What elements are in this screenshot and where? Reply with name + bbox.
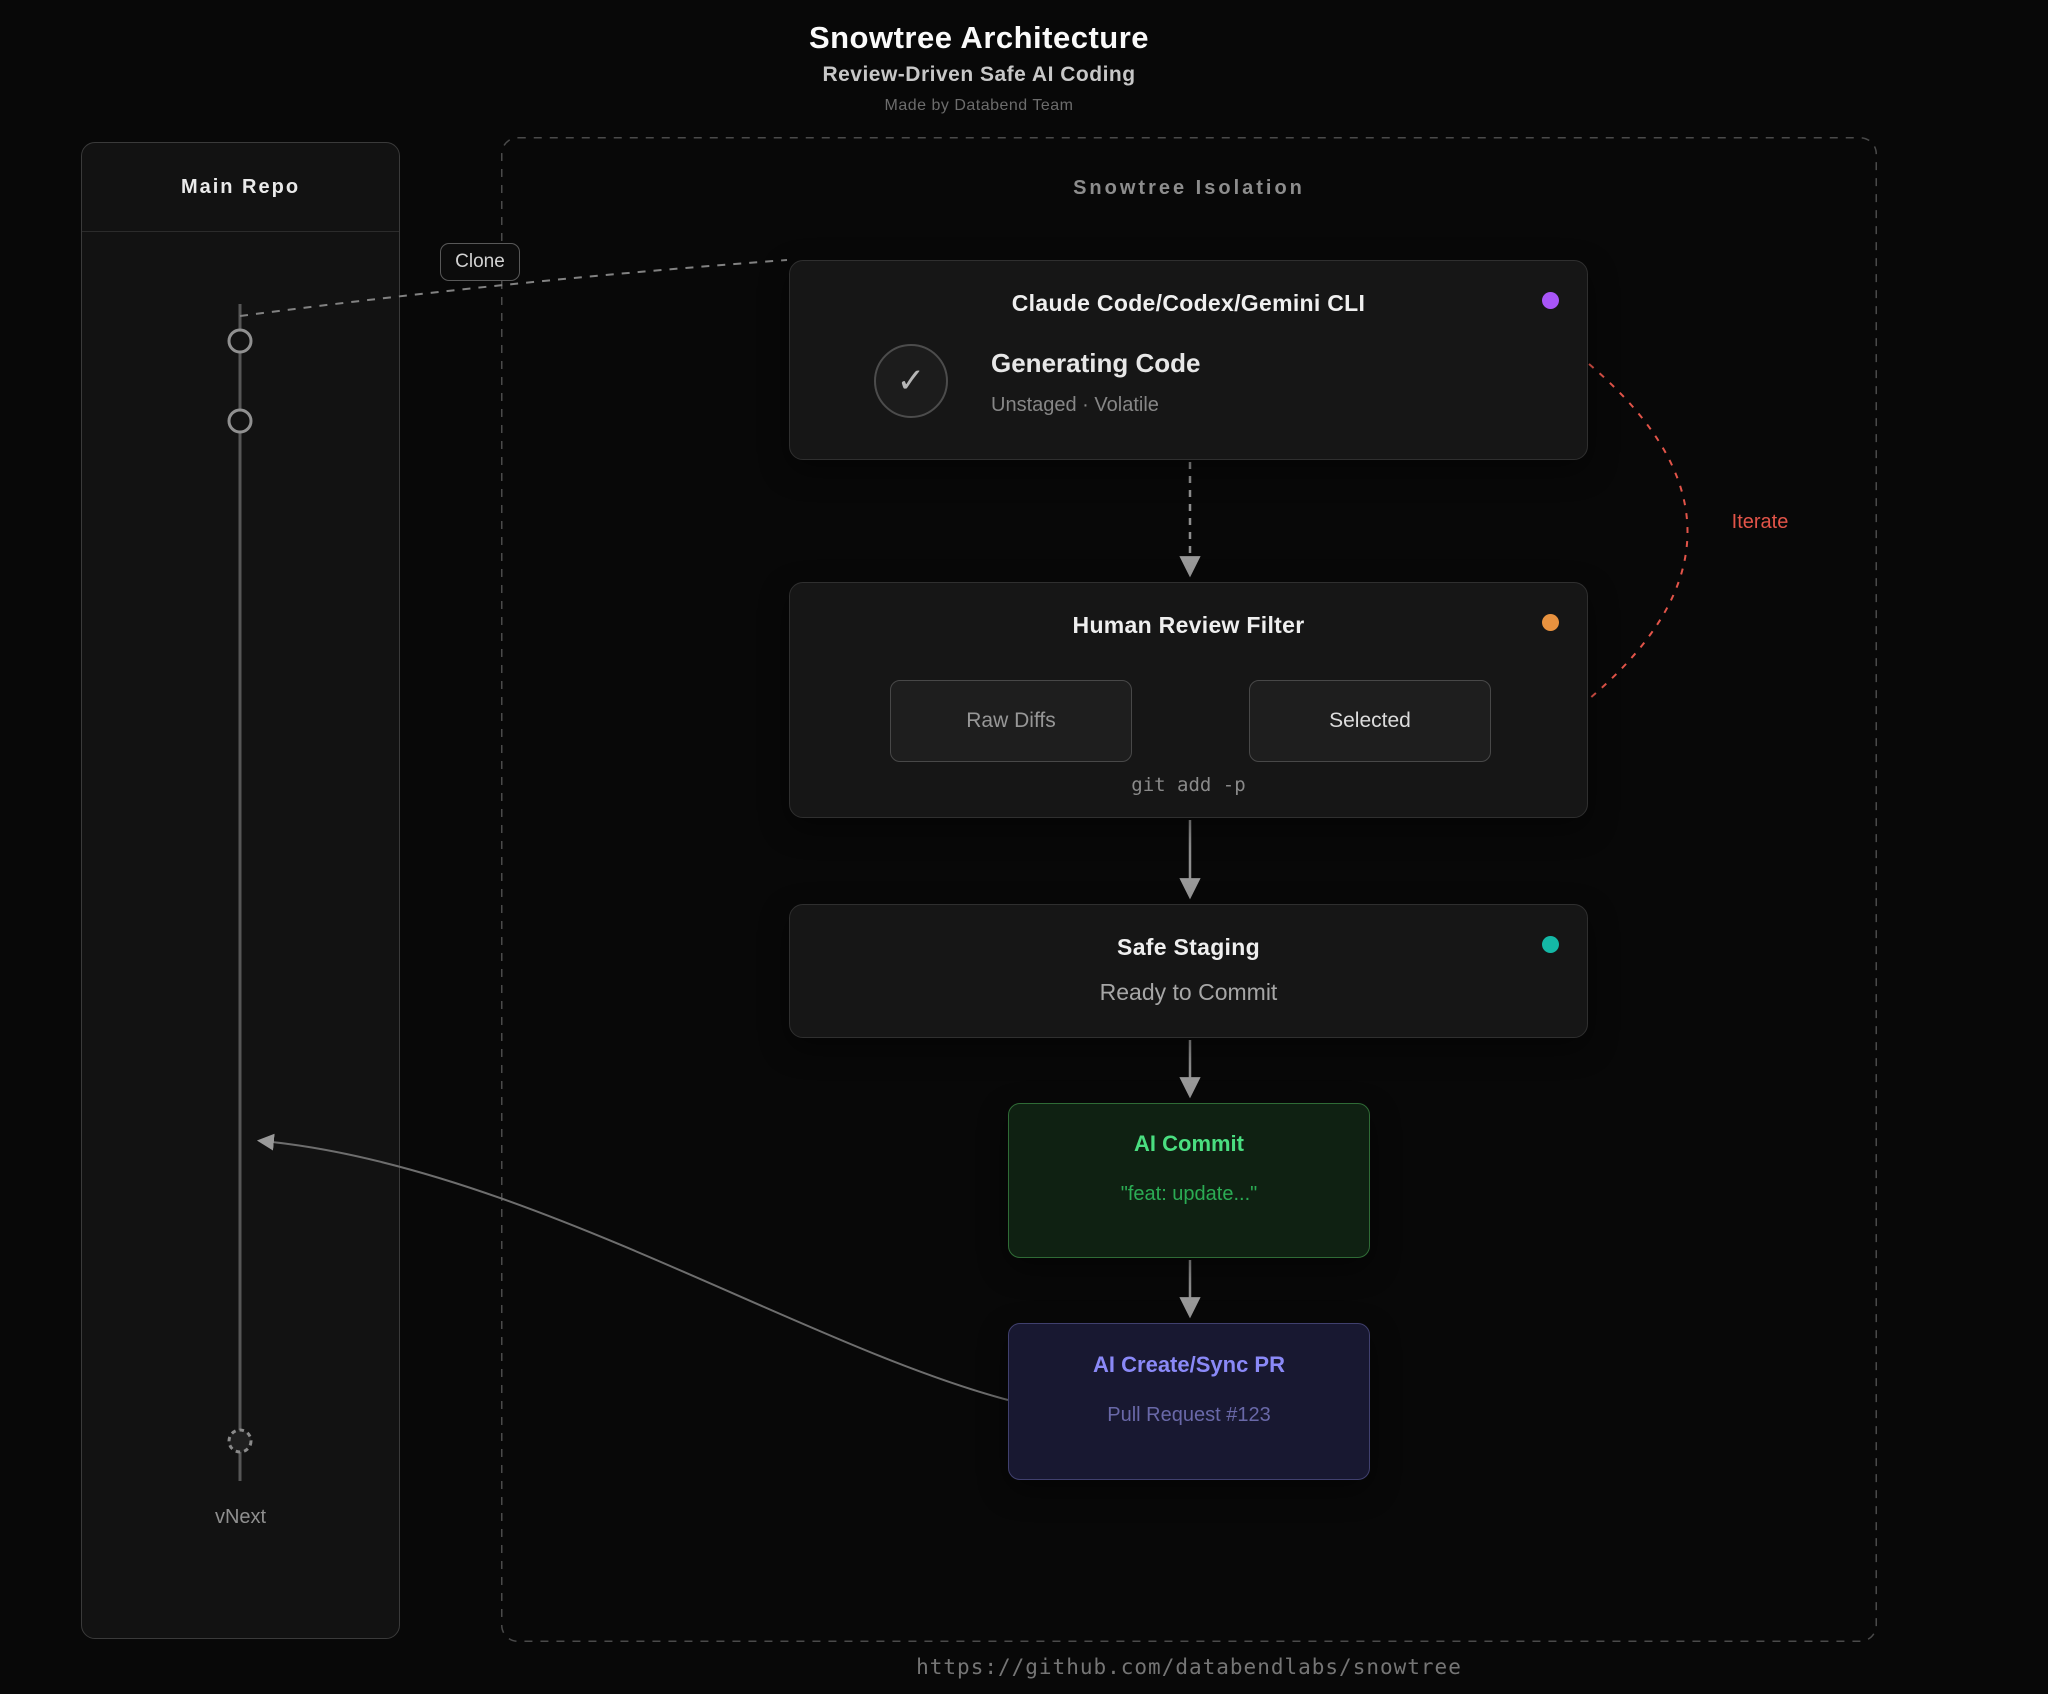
main-repo-header: Main Repo [82,143,399,232]
isolation-title: Snowtree Isolation [1073,177,1305,199]
raw-diffs-label: Raw Diffs [966,709,1056,732]
page-title: Snowtree Architecture [808,20,1150,55]
node-ai-commit: AI Commit "feat: update..." [1008,1103,1370,1258]
commit-node-title: AI Commit [1134,1131,1244,1156]
node-ai-create-sync-pr: AI Create/Sync PR Pull Request #123 [1008,1323,1370,1480]
pr-node-title: AI Create/Sync PR [1093,1352,1285,1377]
main-repo-panel: Main Repo vNext [81,142,400,1639]
repo-url: https://github.com/databendlabs/snowtree [916,1655,1462,1679]
agent-status-text: Generating Code [991,348,1201,378]
git-add-command: git add -p [1131,774,1246,796]
page-subtitle: Review-Driven Safe AI Coding [822,63,1136,86]
clone-chip: Clone [440,243,520,281]
node-agent-cli: Claude Code/Codex/Gemini CLI ✓ Generatin… [789,260,1588,460]
selected-label: Selected [1329,709,1411,732]
staging-status-text: Ready to Commit [1099,979,1278,1005]
review-node-title: Human Review Filter [1072,612,1305,638]
agent-status-dot [1542,292,1559,309]
node-safe-staging: Safe Staging Ready to Commit [789,904,1588,1038]
main-repo-title: Main Repo [180,175,301,198]
clone-label: Clone [455,251,505,272]
raw-diffs-box: Raw Diffs [890,680,1132,762]
check-circle: ✓ [874,344,948,418]
page-byline: Made by Databend Team [884,97,1074,114]
commit-message: "feat: update..." [1120,1183,1258,1205]
node-human-review-filter: Human Review Filter Raw Diffs Selected g… [789,582,1588,818]
agent-node-title: Claude Code/Codex/Gemini CLI [1011,290,1366,316]
selected-box: Selected [1249,680,1491,762]
vnext-branch-label: vNext [214,1506,267,1528]
agent-substatus-text: Unstaged · Volatile [991,394,1159,416]
staging-status-dot [1542,936,1559,953]
staging-node-title: Safe Staging [1117,934,1260,960]
checkmark-icon: ✓ [896,362,926,400]
pr-status-text: Pull Request #123 [1107,1404,1271,1426]
review-status-dot [1542,614,1559,631]
iterate-label: Iterate [1731,511,1789,533]
